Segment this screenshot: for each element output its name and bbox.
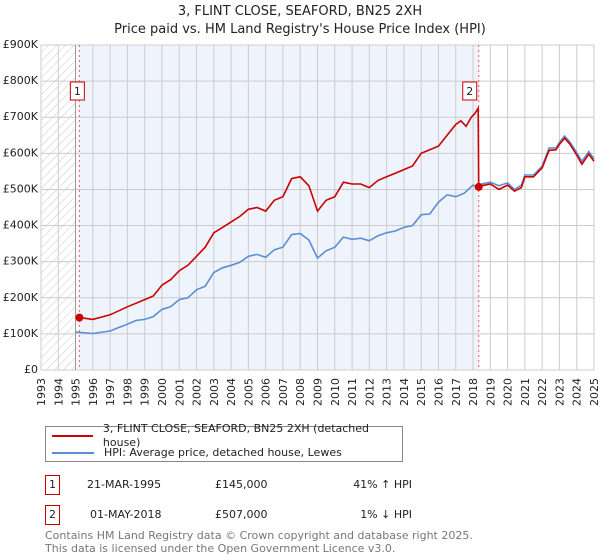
x-tick-label: 2017 — [450, 378, 463, 406]
chart-subtitle: Price paid vs. HM Land Registry's House … — [114, 22, 486, 37]
x-tick-label: 2018 — [467, 378, 480, 406]
x-tick-label: 2019 — [484, 378, 497, 406]
x-tick-label: 1993 — [35, 378, 48, 406]
x-tick-label: 2003 — [208, 378, 221, 406]
sale-point — [474, 182, 483, 191]
transaction-price: £145,000 — [215, 478, 268, 491]
y-tick-label: £100K — [3, 327, 39, 340]
transaction-price: £507,000 — [215, 508, 268, 521]
x-tick-label: 1999 — [139, 378, 152, 406]
y-tick-label: £600K — [3, 146, 39, 159]
x-tick-label: 2020 — [502, 378, 515, 406]
transaction-row: 2 01-MAY-2018 £507,000 1% ↓ HPI — [45, 505, 465, 525]
y-tick-label: £900K — [3, 38, 39, 51]
footer-copyright: Contains HM Land Registry data © Crown c… — [45, 529, 473, 542]
x-tick-label: 1998 — [121, 378, 134, 406]
legend-label: HPI: Average price, detached house, Lewe… — [104, 446, 342, 459]
x-tick-label: 2006 — [260, 378, 273, 406]
property-price-line — [79, 105, 595, 321]
x-tick-label: 2023 — [553, 378, 566, 406]
x-tick-label: 2011 — [346, 378, 359, 406]
legend-item-property: 3, FLINT CLOSE, SEAFORD, BN25 2XH (detac… — [46, 422, 402, 449]
x-tick-label: 2000 — [156, 378, 169, 406]
legend-swatch-blue — [52, 452, 94, 454]
x-tick-label: 2012 — [363, 378, 376, 406]
hpi-line — [75, 134, 595, 335]
sale-point — [75, 313, 84, 322]
x-tick-label: 2008 — [294, 378, 307, 406]
sale-badge — [69, 81, 85, 101]
y-tick-label: £500K — [3, 182, 39, 195]
sale-badge — [462, 81, 478, 101]
y-tick-label: £700K — [3, 110, 39, 123]
transaction-hpi: 41% ↑ HPI — [353, 478, 412, 491]
x-tick-label: 2025 — [588, 378, 600, 406]
x-tick-label: 2004 — [225, 378, 238, 406]
ownership-shading — [79, 45, 479, 370]
legend: 3, FLINT CLOSE, SEAFORD, BN25 2XH (detac… — [45, 422, 403, 462]
x-tick-label: 2002 — [191, 378, 204, 406]
x-tick-label: 2005 — [242, 378, 255, 406]
transaction-date: 01-MAY-2018 — [90, 508, 162, 521]
y-tick-label: £800K — [3, 74, 39, 87]
x-tick-label: 2022 — [536, 378, 549, 406]
x-tick-label: 2001 — [173, 378, 186, 406]
transaction-hpi: 1% ↓ HPI — [360, 508, 412, 521]
x-tick-label: 1995 — [70, 378, 83, 406]
x-tick-label: 1997 — [104, 378, 117, 406]
y-tick-label: £200K — [3, 291, 39, 304]
x-tick-label: 2021 — [519, 378, 532, 406]
price-chart: 1993 1994 1995 1996 1997 1998 1999 2000 2001 2002… — [3, 38, 600, 406]
x-tick-label: 2015 — [415, 378, 428, 406]
footer-licence: This data is licensed under the Open Gov… — [45, 542, 396, 555]
chart-title: 3, FLINT CLOSE, SEAFORD, BN25 2XH — [177, 4, 423, 19]
x-tick-label: 2010 — [329, 378, 342, 406]
x-tick-label: 1994 — [52, 378, 65, 406]
x-tick-label: 1996 — [87, 378, 100, 406]
x-tick-label: 2014 — [398, 378, 411, 406]
y-tick-label: £0 — [24, 363, 38, 376]
legend-label: 3, FLINT CLOSE, SEAFORD, BN25 2XH (detac… — [102, 422, 370, 449]
sale-badge-label: 2 — [466, 85, 473, 98]
transaction-badge: 2 — [45, 505, 60, 525]
x-tick-label: 2009 — [312, 378, 325, 406]
x-tick-label: 2013 — [381, 378, 394, 406]
y-tick-label: £400K — [3, 219, 39, 232]
x-tick-label: 2024 — [571, 378, 584, 406]
x-tick-label: 2016 — [432, 378, 445, 406]
transaction-badge: 1 — [45, 475, 60, 495]
legend-swatch-red — [52, 435, 93, 437]
legend-item-hpi: HPI: Average price, detached house, Lewe… — [46, 445, 342, 461]
transaction-date: 21-MAR-1995 — [87, 478, 162, 491]
transaction-row: 1 21-MAR-1995 £145,000 41% ↑ HPI — [45, 475, 465, 495]
sale-badge-label: 1 — [74, 85, 81, 98]
y-tick-label: £300K — [3, 255, 39, 268]
x-tick-label: 2007 — [277, 378, 290, 406]
